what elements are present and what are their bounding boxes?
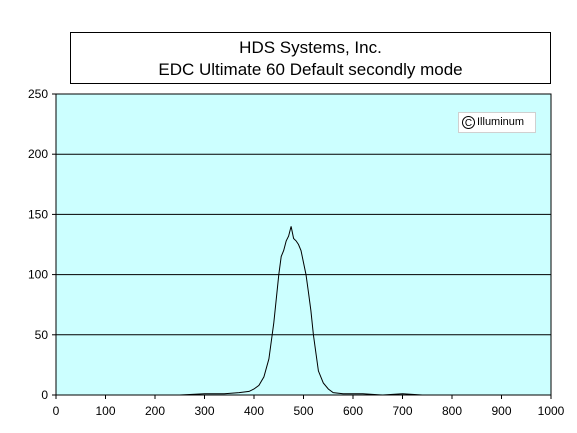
x-tick-label: 200 [145, 404, 165, 418]
y-axis: 0 50 100 150 200 250 [28, 87, 56, 402]
x-tick-label: 500 [293, 404, 313, 418]
watermark-text: Illuminum [477, 116, 525, 128]
plot-area [55, 93, 552, 396]
y-tick-label: 150 [28, 207, 48, 221]
y-tick-label: 200 [28, 147, 48, 161]
y-tick-label: 100 [28, 268, 48, 282]
x-tick-label: 900 [491, 404, 511, 418]
x-tick-label: 100 [95, 404, 115, 418]
x-tick-label: 300 [194, 404, 214, 418]
x-tick-label: 700 [392, 404, 412, 418]
chart-title-box: HDS Systems, Inc. EDC Ultimate 60 Defaul… [70, 32, 551, 84]
gridlines [56, 153, 551, 336]
copyright-icon: C [462, 115, 475, 129]
series-line [145, 226, 423, 396]
y-tick-label: 50 [35, 328, 49, 342]
x-tick-label: 400 [244, 404, 264, 418]
y-tick-label: 250 [28, 87, 48, 101]
x-tick-label: 800 [442, 404, 462, 418]
x-tick-label: 600 [343, 404, 363, 418]
x-tick-label: 1000 [538, 404, 565, 418]
chart-subtitle: EDC Ultimate 60 Default secondly mode [158, 60, 463, 79]
x-axis: 0 100 200 300 400 500 600 700 800 900 1000 [53, 395, 565, 418]
chart-title: HDS Systems, Inc. [239, 38, 382, 57]
watermark: C Illuminum [458, 112, 536, 133]
x-tick-label: 0 [53, 404, 60, 418]
y-tick-label: 0 [41, 388, 48, 402]
